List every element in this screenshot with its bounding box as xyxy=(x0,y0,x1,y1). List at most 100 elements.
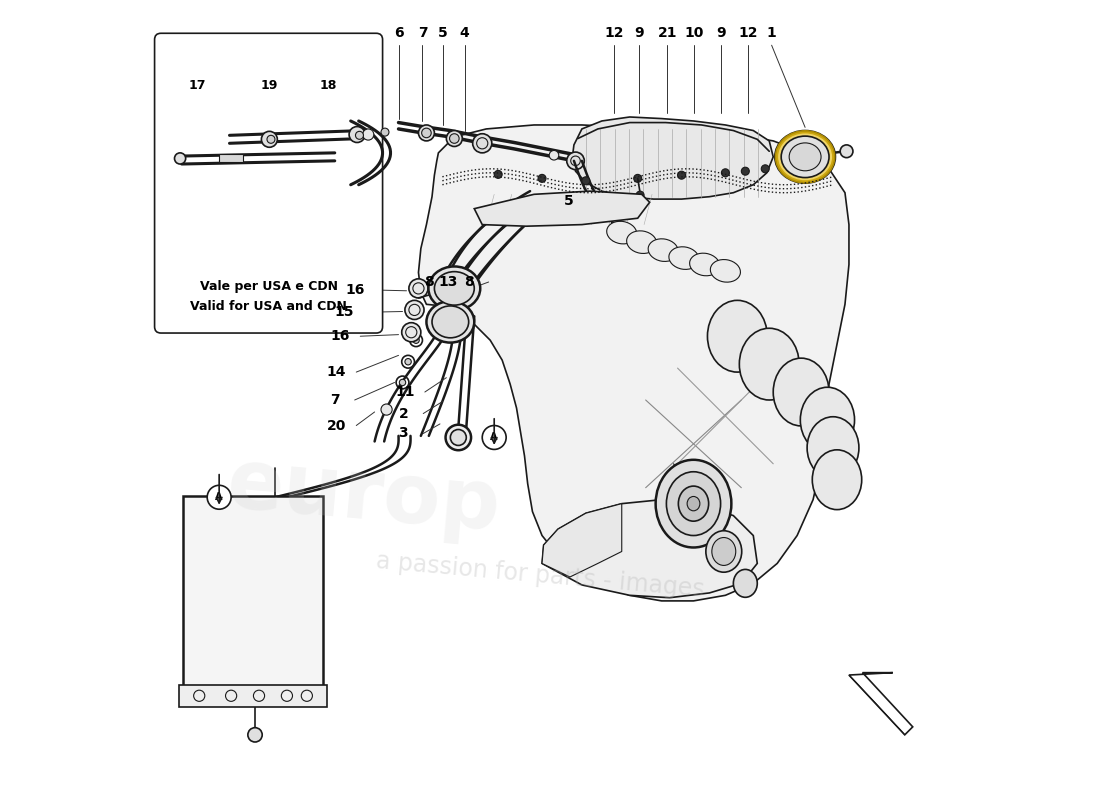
Ellipse shape xyxy=(669,246,698,270)
Circle shape xyxy=(381,128,389,136)
Circle shape xyxy=(741,167,749,175)
Ellipse shape xyxy=(777,132,834,182)
Ellipse shape xyxy=(432,306,469,338)
Ellipse shape xyxy=(801,387,855,453)
Ellipse shape xyxy=(607,222,637,244)
Text: 9: 9 xyxy=(635,26,645,40)
Circle shape xyxy=(538,174,546,182)
Circle shape xyxy=(418,125,434,141)
Circle shape xyxy=(412,337,419,343)
Bar xyxy=(184,496,322,691)
Text: 4: 4 xyxy=(460,26,470,40)
Ellipse shape xyxy=(706,530,741,572)
Circle shape xyxy=(722,169,729,177)
Ellipse shape xyxy=(812,450,861,510)
Ellipse shape xyxy=(776,131,835,182)
Text: 3: 3 xyxy=(398,426,408,441)
Polygon shape xyxy=(849,673,913,735)
Circle shape xyxy=(207,486,231,510)
Ellipse shape xyxy=(781,136,829,178)
Text: 7: 7 xyxy=(330,393,340,407)
Text: 18: 18 xyxy=(320,78,337,91)
Ellipse shape xyxy=(739,328,799,400)
Ellipse shape xyxy=(807,417,859,479)
Circle shape xyxy=(175,153,186,164)
Polygon shape xyxy=(849,675,905,735)
Ellipse shape xyxy=(648,239,679,262)
Circle shape xyxy=(421,128,431,138)
Text: 17: 17 xyxy=(189,78,207,91)
Circle shape xyxy=(432,283,444,294)
Circle shape xyxy=(473,134,492,153)
Circle shape xyxy=(363,129,374,140)
Circle shape xyxy=(448,285,459,295)
Ellipse shape xyxy=(773,358,829,426)
Circle shape xyxy=(761,165,769,173)
Text: 9: 9 xyxy=(716,26,726,40)
Text: 15: 15 xyxy=(334,306,354,319)
Ellipse shape xyxy=(707,300,767,372)
Circle shape xyxy=(582,177,590,185)
Text: Valid for USA and CDN: Valid for USA and CDN xyxy=(190,300,346,314)
Ellipse shape xyxy=(667,472,721,535)
Text: 8: 8 xyxy=(464,275,474,289)
Text: 12: 12 xyxy=(604,26,624,40)
Text: 5: 5 xyxy=(564,194,574,208)
Circle shape xyxy=(399,379,406,386)
Circle shape xyxy=(402,322,421,342)
Ellipse shape xyxy=(789,143,821,170)
Bar xyxy=(179,685,327,707)
Text: 16: 16 xyxy=(331,330,350,343)
Ellipse shape xyxy=(434,272,474,305)
Text: 10: 10 xyxy=(684,26,704,40)
Circle shape xyxy=(634,174,641,182)
Bar xyxy=(219,154,243,162)
Text: 2: 2 xyxy=(398,406,408,421)
Text: 12: 12 xyxy=(738,26,758,40)
Ellipse shape xyxy=(711,259,740,282)
Polygon shape xyxy=(474,191,650,226)
Ellipse shape xyxy=(679,486,708,521)
Text: 20: 20 xyxy=(327,418,346,433)
Polygon shape xyxy=(542,500,757,598)
Text: 11: 11 xyxy=(395,385,415,399)
Text: a passion for parts - images: a passion for parts - images xyxy=(375,549,705,602)
Polygon shape xyxy=(418,125,849,601)
Text: 21: 21 xyxy=(658,26,676,40)
Circle shape xyxy=(462,286,473,297)
Ellipse shape xyxy=(688,497,700,511)
Circle shape xyxy=(566,152,584,170)
FancyBboxPatch shape xyxy=(155,34,383,333)
Polygon shape xyxy=(572,117,773,199)
Ellipse shape xyxy=(427,301,474,342)
Ellipse shape xyxy=(446,282,460,298)
Ellipse shape xyxy=(690,253,719,276)
Ellipse shape xyxy=(428,266,481,310)
Circle shape xyxy=(405,300,424,319)
Circle shape xyxy=(405,358,411,365)
Text: europ: europ xyxy=(223,443,504,548)
Text: 16: 16 xyxy=(345,283,364,297)
Circle shape xyxy=(636,191,645,199)
Ellipse shape xyxy=(712,538,736,566)
Text: 8: 8 xyxy=(424,275,433,289)
Circle shape xyxy=(494,170,503,178)
Circle shape xyxy=(267,135,275,143)
Circle shape xyxy=(262,131,277,147)
Circle shape xyxy=(409,279,428,298)
Circle shape xyxy=(450,430,466,446)
Ellipse shape xyxy=(431,281,446,296)
Circle shape xyxy=(355,131,363,139)
Polygon shape xyxy=(542,504,621,577)
Text: Vale per USA e CDN: Vale per USA e CDN xyxy=(199,280,338,294)
Ellipse shape xyxy=(460,284,474,299)
Text: 13: 13 xyxy=(438,275,458,289)
Circle shape xyxy=(549,150,559,160)
Circle shape xyxy=(678,171,685,179)
Circle shape xyxy=(447,130,462,146)
Circle shape xyxy=(381,404,393,415)
Text: 7: 7 xyxy=(418,26,427,40)
Text: 19: 19 xyxy=(261,78,278,91)
Circle shape xyxy=(248,728,262,742)
Ellipse shape xyxy=(627,231,657,254)
